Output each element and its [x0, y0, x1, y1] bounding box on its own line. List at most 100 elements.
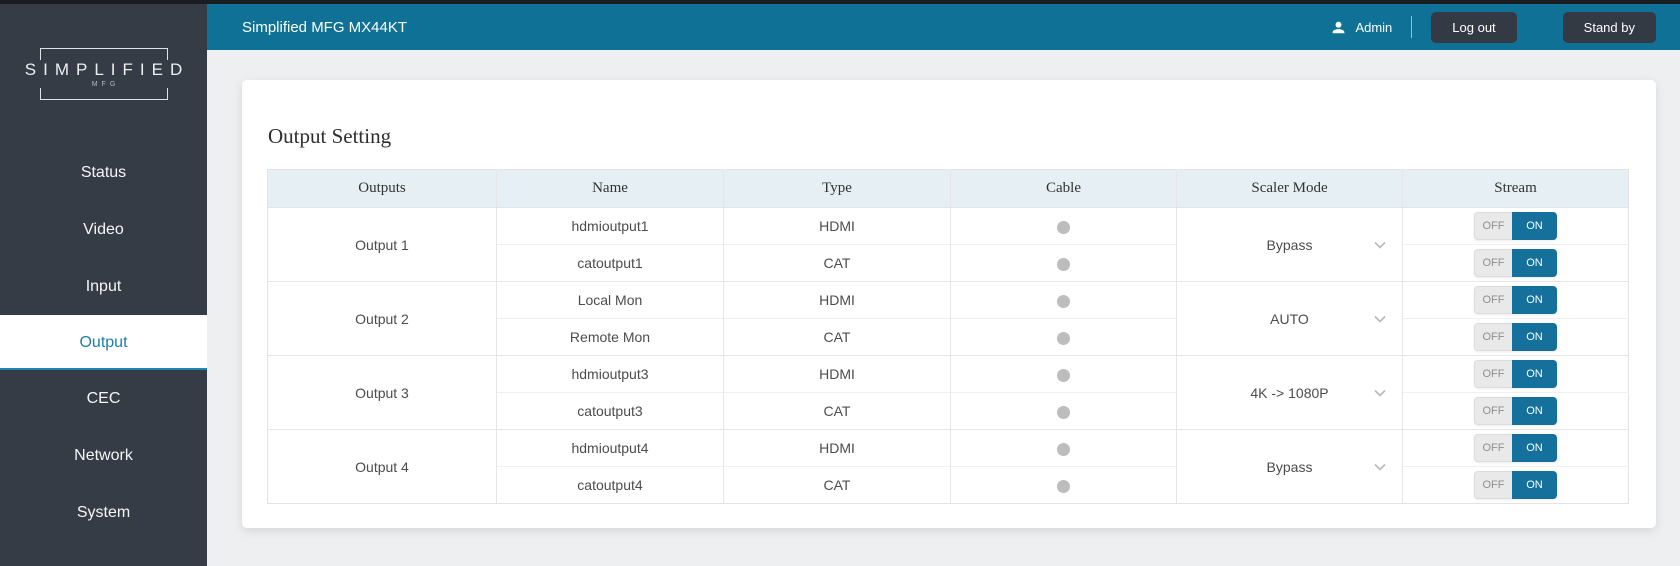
- scaler-mode-select[interactable]: Bypass: [1176, 207, 1403, 282]
- stream-toggle: OFF ON: [1474, 249, 1557, 277]
- stream-off-button[interactable]: OFF: [1474, 471, 1512, 499]
- output-name-cell: Remote Mon: [496, 318, 724, 356]
- stream-on-button[interactable]: ON: [1512, 397, 1557, 425]
- stream-cell: OFF ON: [1402, 281, 1629, 319]
- stream-on-button[interactable]: ON: [1512, 434, 1557, 462]
- output-group-label: Output 4: [267, 429, 497, 504]
- logo-text: SIMPLIFIED: [24, 60, 190, 79]
- sidebar-item-network[interactable]: Network: [74, 447, 133, 464]
- output-name-cell: catoutput4: [496, 466, 724, 504]
- stream-cell: OFF ON: [1402, 466, 1629, 504]
- stream-on-button[interactable]: ON: [1512, 360, 1557, 388]
- sidebar-item-video[interactable]: Video: [83, 221, 124, 238]
- stream-on-button[interactable]: ON: [1512, 323, 1557, 351]
- log-out-button[interactable]: Log out: [1431, 11, 1517, 43]
- cable-status-cell: [950, 244, 1177, 282]
- scaler-mode-select[interactable]: Bypass: [1176, 429, 1403, 504]
- output-group-label: Output 1: [267, 207, 497, 282]
- output-group-label: Output 2: [267, 281, 497, 356]
- output-type-cell: HDMI: [723, 355, 951, 393]
- user-icon: [1331, 20, 1346, 35]
- table-row: Output 2 Local Mon HDMI AUTO OFF ON: [267, 281, 1629, 356]
- logo-frame-top: [39, 48, 168, 60]
- stream-off-button[interactable]: OFF: [1474, 360, 1512, 388]
- stream-cell: OFF ON: [1402, 355, 1629, 393]
- stream-cell: OFF ON: [1402, 244, 1629, 282]
- stream-cell: OFF ON: [1403, 208, 1629, 245]
- output-type-cell: HDMI: [723, 281, 951, 319]
- column-header-cable: Cable: [950, 169, 1177, 208]
- table-row: catoutput1 CAT OFF ON: [268, 244, 1629, 282]
- table-row: Remote Mon CAT OFF ON: [268, 318, 1629, 356]
- logo-subtext: MFG: [91, 81, 120, 88]
- stream-toggle: OFF ON: [1474, 286, 1557, 314]
- scaler-mode-value: Bypass: [1266, 236, 1313, 253]
- scaler-mode-value: 4K -> 1080P: [1250, 384, 1329, 401]
- stream-toggle: OFF ON: [1474, 323, 1557, 351]
- output-type-cell: HDMI: [723, 429, 951, 467]
- output-group-label: Output 3: [267, 355, 497, 430]
- chevron-down-icon: [1372, 459, 1388, 475]
- output-name-cell: Local Mon: [496, 281, 724, 319]
- logo-frame-bottom: [39, 88, 168, 100]
- output-name-cell: catoutput1: [496, 244, 724, 282]
- stream-toggle: OFF ON: [1474, 360, 1557, 388]
- stream-on-button[interactable]: ON: [1512, 286, 1557, 314]
- header-divider: [1411, 16, 1413, 38]
- cable-status-dot: [1057, 442, 1070, 456]
- cable-status-dot: [1057, 294, 1070, 308]
- sidebar-item-input[interactable]: Input: [85, 278, 122, 295]
- stream-off-button[interactable]: OFF: [1474, 323, 1512, 351]
- stream-on-button[interactable]: ON: [1512, 471, 1557, 499]
- column-header-scaler-mode: Scaler Mode: [1176, 169, 1403, 208]
- window-top-edge: [0, 0, 1680, 4]
- main-content-area: Output Setting Outputs Name Type Cable S…: [207, 50, 1680, 566]
- column-header-stream: Stream: [1402, 169, 1629, 208]
- cable-status-cell: [950, 281, 1177, 319]
- stream-off-button[interactable]: OFF: [1474, 249, 1512, 277]
- stream-off-button[interactable]: OFF: [1474, 434, 1512, 462]
- app-title: Simplified MFG MX44KT: [242, 18, 408, 36]
- chevron-down-icon: [1372, 311, 1388, 327]
- stream-cell: OFF ON: [1402, 392, 1629, 430]
- output-type-cell: CAT: [723, 466, 951, 504]
- stand-by-button[interactable]: Stand by: [1562, 11, 1656, 43]
- output-name-cell: catoutput3: [496, 392, 724, 430]
- stream-on-button[interactable]: ON: [1512, 212, 1557, 240]
- output-type-cell: CAT: [723, 318, 951, 356]
- chevron-down-icon: [1372, 237, 1388, 253]
- output-name-cell: hdmioutput1: [496, 207, 724, 245]
- sidebar-item-cec[interactable]: CEC: [86, 390, 121, 407]
- scaler-mode-select[interactable]: 4K -> 1080P: [1176, 355, 1403, 430]
- cable-status-dot: [1057, 479, 1070, 493]
- stream-toggle: OFF ON: [1474, 397, 1557, 425]
- table-row: Output 4 hdmioutput4 HDMI Bypass OFF ON: [267, 429, 1629, 504]
- top-header-bar: Simplified MFG MX44KT Admin Log out Stan…: [207, 4, 1680, 50]
- column-header-outputs: Outputs: [267, 169, 497, 208]
- sidebar-item-status[interactable]: Status: [80, 164, 127, 181]
- stream-off-button[interactable]: OFF: [1474, 212, 1512, 240]
- header-actions: Admin Log out Stand by: [1331, 11, 1656, 43]
- cable-status-cell: [950, 466, 1177, 504]
- stream-off-button[interactable]: OFF: [1474, 286, 1512, 314]
- stream-on-button[interactable]: ON: [1512, 249, 1557, 277]
- table-row: Output 1 hdmioutput1 HDMI Bypass OFF ON: [267, 207, 1629, 282]
- cable-status-dot: [1057, 331, 1070, 345]
- scaler-mode-select[interactable]: AUTO: [1176, 281, 1403, 356]
- cable-status-dot: [1057, 257, 1070, 271]
- cable-status-dot: [1057, 405, 1070, 419]
- stream-off-button[interactable]: OFF: [1474, 397, 1512, 425]
- sidebar-item-output[interactable]: Output: [0, 315, 207, 370]
- table-row: catoutput3 CAT OFF ON: [268, 392, 1629, 430]
- output-name-cell: hdmioutput4: [496, 429, 724, 467]
- logged-in-user: Admin: [1355, 19, 1393, 35]
- sidebar: SIMPLIFIED MFG Status Video Input Output CEC…: [0, 0, 207, 566]
- sidebar-nav: Status Video Input Output CEC Network System: [0, 144, 207, 541]
- cable-status-cell: [950, 318, 1177, 356]
- output-type-cell: CAT: [723, 392, 951, 430]
- sidebar-item-system[interactable]: System: [76, 504, 131, 521]
- table-header-row: Outputs Name Type Cable Scaler Mode Stre…: [267, 169, 1629, 208]
- stream-toggle: OFF ON: [1474, 434, 1557, 462]
- scaler-mode-value: AUTO: [1270, 310, 1309, 327]
- cable-status-dot: [1057, 368, 1070, 382]
